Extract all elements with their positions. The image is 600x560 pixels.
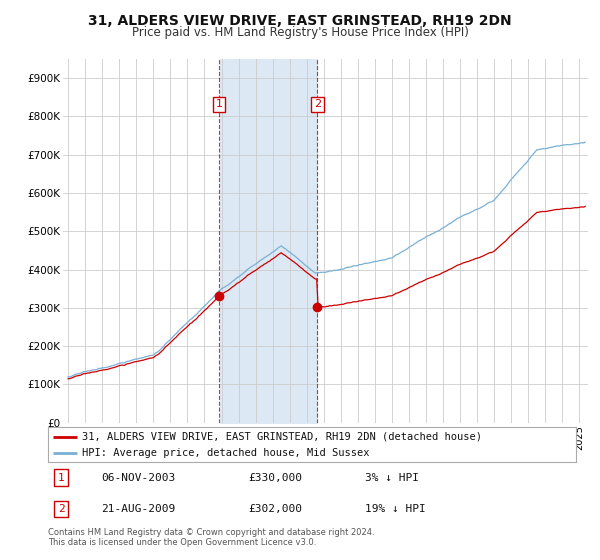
Text: 2: 2	[314, 99, 321, 109]
Text: £330,000: £330,000	[248, 473, 302, 483]
Text: 31, ALDERS VIEW DRIVE, EAST GRINSTEAD, RH19 2DN: 31, ALDERS VIEW DRIVE, EAST GRINSTEAD, R…	[88, 14, 512, 28]
Text: Price paid vs. HM Land Registry's House Price Index (HPI): Price paid vs. HM Land Registry's House …	[131, 26, 469, 39]
Text: 19% ↓ HPI: 19% ↓ HPI	[365, 504, 425, 514]
Text: 1: 1	[58, 473, 65, 483]
Text: 31, ALDERS VIEW DRIVE, EAST GRINSTEAD, RH19 2DN (detached house): 31, ALDERS VIEW DRIVE, EAST GRINSTEAD, R…	[82, 432, 482, 442]
Text: 21-AUG-2009: 21-AUG-2009	[101, 504, 175, 514]
Text: 3% ↓ HPI: 3% ↓ HPI	[365, 473, 419, 483]
Text: 2: 2	[58, 504, 65, 514]
Text: 1: 1	[215, 99, 223, 109]
Text: 06-NOV-2003: 06-NOV-2003	[101, 473, 175, 483]
Text: HPI: Average price, detached house, Mid Sussex: HPI: Average price, detached house, Mid …	[82, 447, 370, 458]
Text: Contains HM Land Registry data © Crown copyright and database right 2024.
This d: Contains HM Land Registry data © Crown c…	[48, 528, 374, 547]
Text: £302,000: £302,000	[248, 504, 302, 514]
